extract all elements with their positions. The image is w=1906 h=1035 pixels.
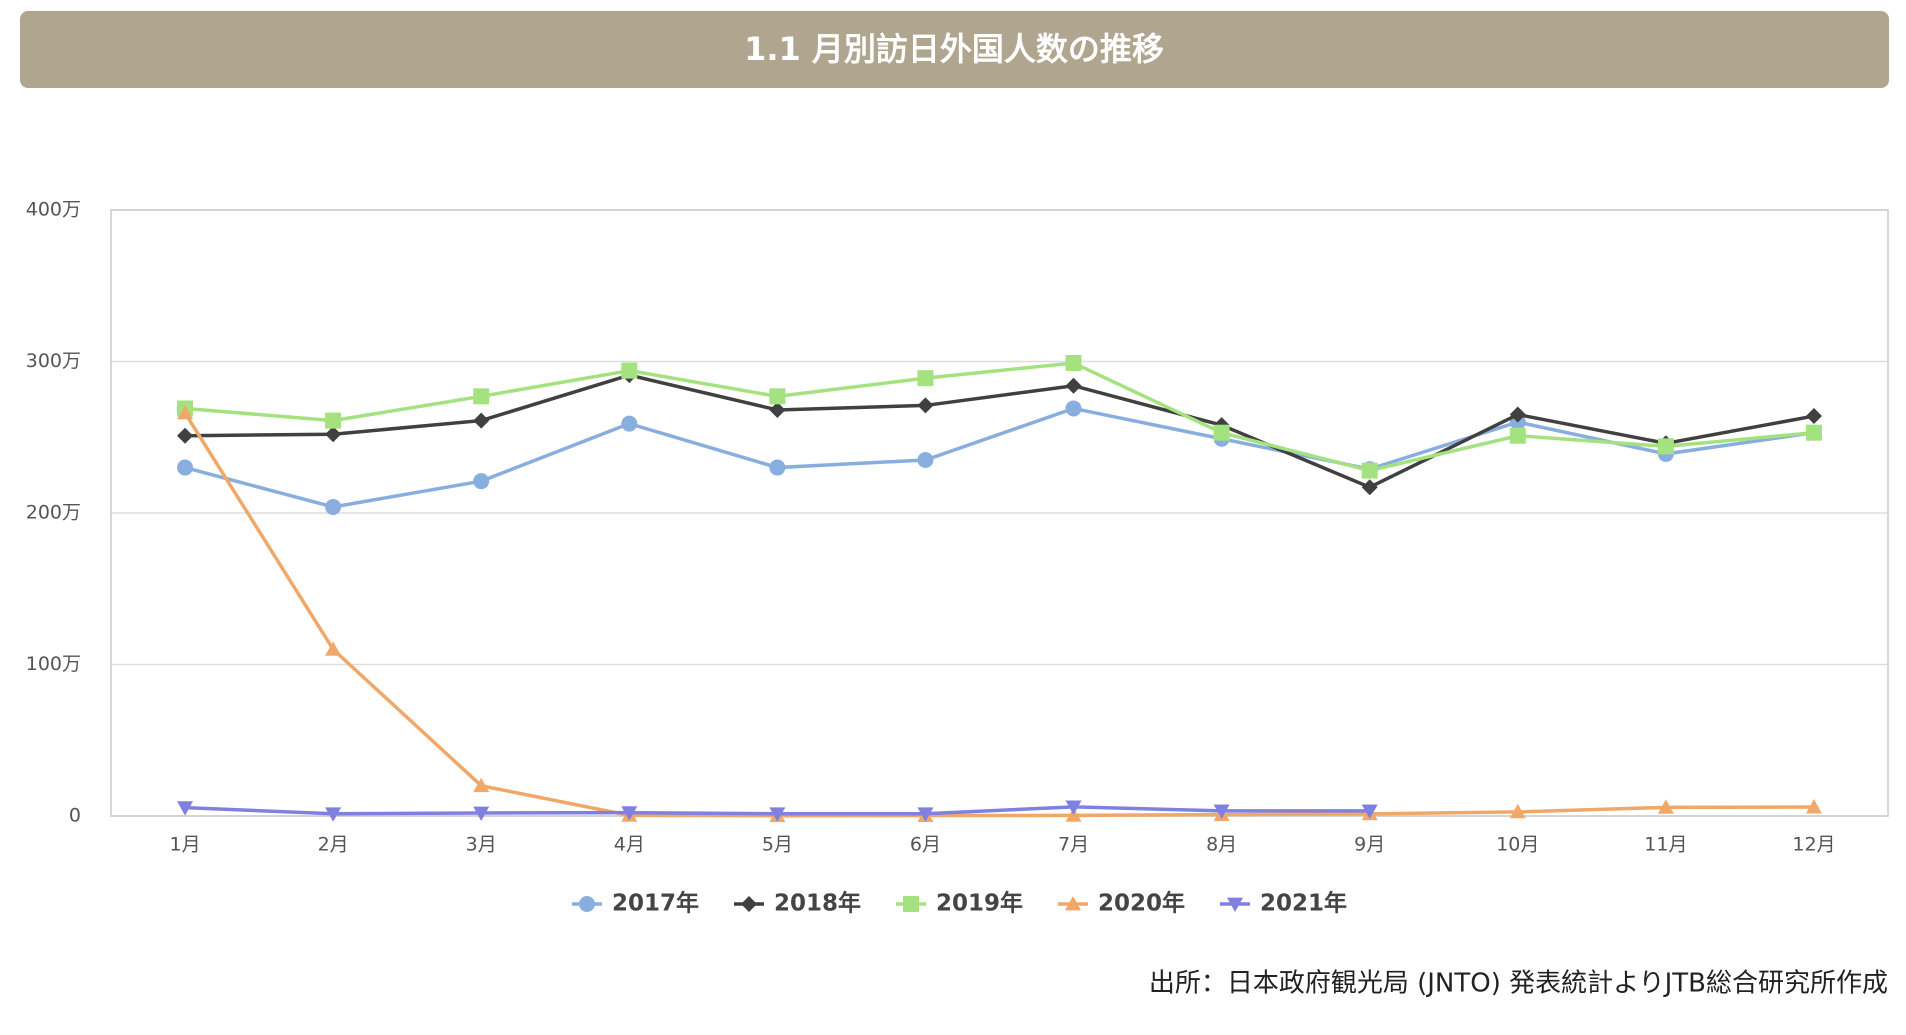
point	[1213, 424, 1230, 441]
point	[177, 459, 194, 476]
point	[1657, 438, 1674, 455]
legend-marker	[579, 896, 595, 912]
point	[1065, 377, 1082, 394]
point	[769, 388, 786, 405]
legend-label: 2017年	[612, 890, 699, 917]
point	[1805, 408, 1822, 425]
chart-title: 1.1 月別訪日外国人数の推移	[744, 30, 1164, 68]
point	[177, 405, 194, 420]
x-tick-label: 8月	[1206, 834, 1237, 856]
point	[1065, 400, 1082, 417]
point	[1509, 427, 1526, 444]
legend-label: 2020年	[1098, 890, 1185, 917]
x-tick-label: 4月	[614, 834, 645, 856]
x-tick-label: 11月	[1644, 834, 1687, 856]
point	[1065, 355, 1082, 372]
x-tick-label: 10月	[1496, 834, 1539, 856]
point	[325, 412, 342, 429]
point	[1509, 803, 1526, 819]
y-tick-label: 300万	[26, 350, 81, 372]
legend-label: 2021年	[1260, 890, 1347, 917]
point	[917, 807, 934, 822]
y-tick-label: 0	[69, 805, 81, 827]
point	[473, 473, 490, 490]
y-tick-label: 400万	[26, 199, 81, 221]
point	[1361, 804, 1378, 819]
point	[473, 806, 490, 821]
point	[621, 806, 638, 821]
point	[1361, 479, 1378, 496]
series-line	[183, 412, 1814, 818]
legend-marker	[1227, 897, 1243, 912]
header-bar	[20, 11, 1889, 88]
point	[1361, 462, 1378, 479]
point	[1213, 804, 1230, 819]
point	[1657, 799, 1674, 814]
x-tick-label: 2月	[318, 834, 349, 856]
legend-marker	[741, 896, 757, 912]
point	[325, 498, 342, 515]
point	[1805, 799, 1822, 814]
x-tick-label: 12月	[1792, 834, 1835, 856]
point	[917, 370, 934, 387]
source-note: 出所：日本政府観光局 (JNTO) 発表統計よりJTB総合研究所作成	[1149, 969, 1888, 999]
legend-marker	[1065, 896, 1081, 911]
legend-marker	[903, 896, 919, 912]
x-tick-label: 5月	[762, 834, 793, 856]
point	[177, 427, 194, 444]
point	[1805, 424, 1822, 441]
point	[473, 412, 490, 429]
legend-label: 2018年	[774, 890, 861, 917]
legend-label: 2019年	[936, 890, 1023, 917]
point	[769, 807, 786, 822]
point	[325, 807, 342, 822]
point	[917, 451, 934, 468]
point	[473, 388, 490, 405]
point	[325, 641, 342, 656]
series-line	[184, 406, 1815, 509]
y-tick-label: 100万	[26, 653, 81, 675]
point	[769, 459, 786, 476]
point	[1065, 800, 1082, 815]
series-line	[184, 361, 1815, 473]
series-line	[185, 373, 1815, 490]
point	[177, 801, 194, 816]
x-tick-label: 3月	[466, 834, 497, 856]
point	[621, 362, 638, 379]
point	[621, 415, 638, 432]
x-tick-label: 1月	[169, 834, 200, 856]
point	[769, 401, 786, 418]
x-tick-label: 9月	[1354, 834, 1385, 856]
y-tick-label: 200万	[26, 502, 81, 524]
point	[917, 397, 934, 414]
point	[473, 777, 490, 793]
x-tick-label: 7月	[1058, 834, 1089, 856]
point	[325, 426, 342, 443]
point	[1509, 406, 1526, 423]
x-tick-label: 6月	[910, 834, 941, 856]
